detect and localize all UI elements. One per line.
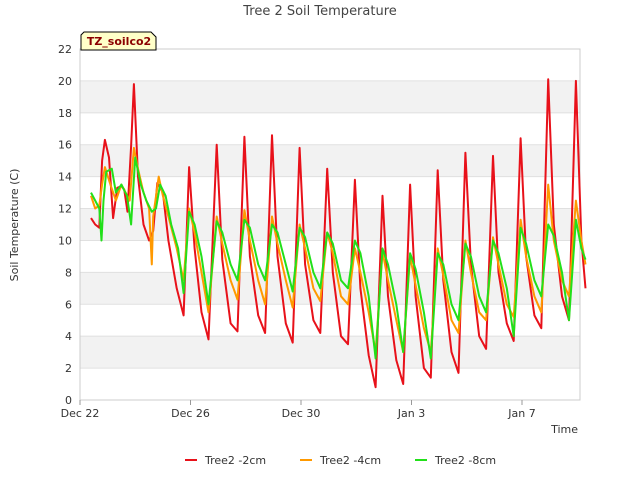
station-label: TZ_soilco2 — [87, 35, 151, 48]
y-tick-label: 14 — [58, 171, 72, 184]
x-axis-label: Time — [550, 423, 578, 436]
x-tick-label: Dec 30 — [282, 407, 321, 420]
station-label-box: TZ_soilco2 — [80, 31, 157, 51]
y-tick-label: 10 — [58, 234, 72, 247]
y-tick-label: 12 — [58, 203, 72, 216]
plot-background-bands — [80, 80, 580, 369]
y-tick-label: 0 — [65, 394, 72, 407]
grid-band — [80, 144, 580, 177]
y-tick-label: 16 — [58, 139, 72, 152]
y-tick-label: 4 — [65, 330, 72, 343]
x-axis: Dec 22 Dec 26 Dec 30 Jan 3 Jan 7 — [61, 400, 536, 420]
series-line-1 — [90, 78, 587, 389]
x-tick-label: Dec 26 — [171, 407, 210, 420]
legend-label: Tree2 -8cm — [434, 454, 496, 467]
x-tick-label: Jan 3 — [397, 407, 425, 420]
grid-band — [80, 336, 580, 369]
y-tick-label: 22 — [58, 43, 72, 56]
series-line-3 — [90, 156, 587, 360]
y-tick-label: 20 — [58, 75, 72, 88]
series-line-2 — [90, 146, 587, 354]
legend-label: Tree2 -4cm — [319, 454, 381, 467]
grid-band — [80, 272, 580, 305]
station-label-background — [80, 31, 157, 51]
y-tick-label: 8 — [65, 266, 72, 279]
legend-label: Tree2 -2cm — [204, 454, 266, 467]
x-tick-label: Jan 7 — [507, 407, 535, 420]
grid-band — [80, 80, 580, 113]
y-axis-label: Soil Temperature (C) — [8, 169, 21, 282]
series-lines — [90, 78, 587, 389]
y-tick-label: 6 — [65, 298, 72, 311]
chart-title: Tree 2 Soil Temperature — [242, 4, 397, 19]
y-axis: 0 2 4 6 8 10 12 14 16 18 20 22 — [58, 43, 72, 407]
x-tick-label: Dec 22 — [61, 407, 100, 420]
y-tick-label: 2 — [65, 362, 72, 375]
y-tick-label: 18 — [58, 107, 72, 120]
legend: Tree2 -2cm Tree2 -4cm Tree2 -8cm — [185, 454, 496, 467]
